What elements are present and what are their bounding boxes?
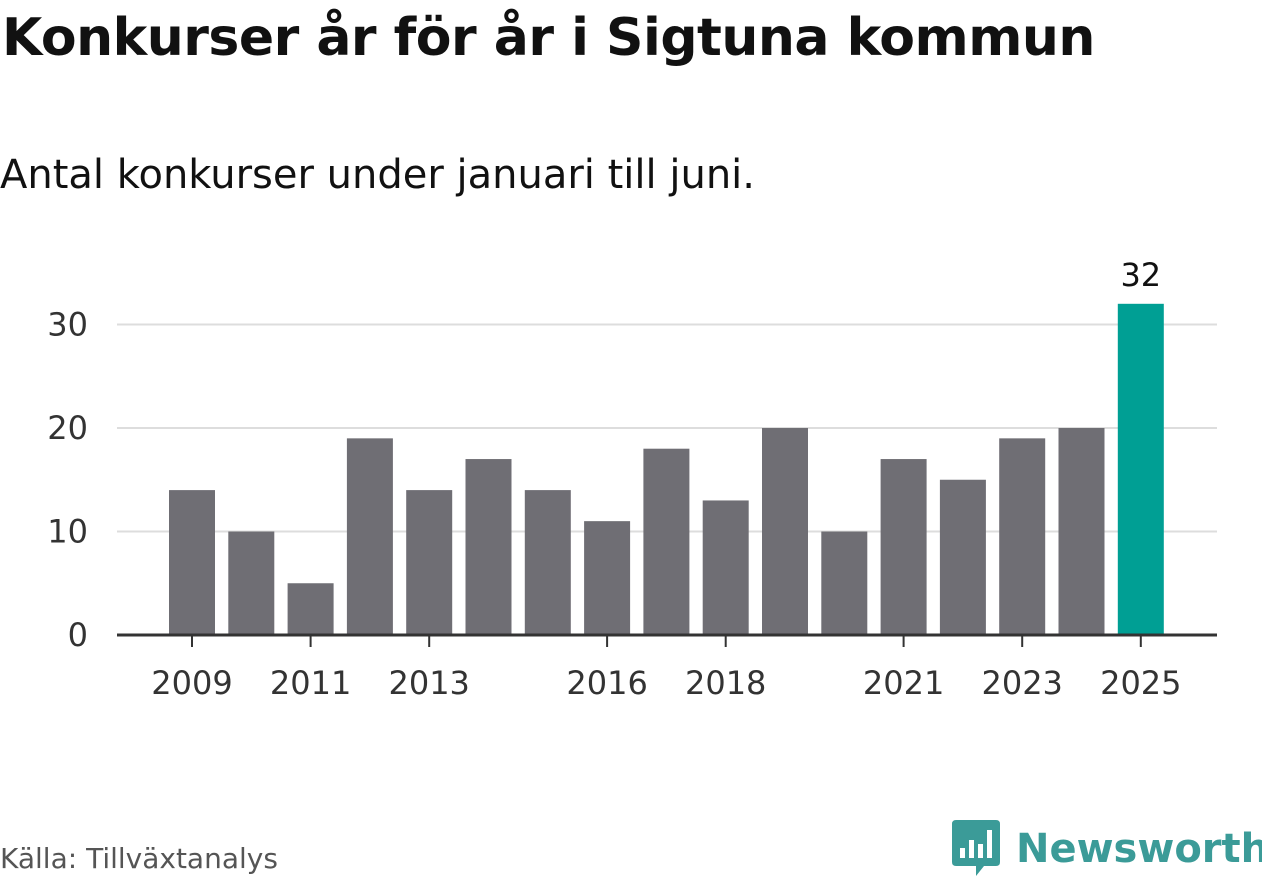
bar-2013	[406, 490, 453, 635]
chart-subtitle: Antal konkurser under januari till juni.	[0, 152, 755, 198]
newsworthy-logo-icon	[952, 820, 1000, 876]
bar-2020	[821, 531, 868, 635]
bar-2025	[1117, 303, 1164, 635]
bar-2011	[287, 583, 334, 635]
bar-2022	[939, 479, 986, 635]
x-tick-label: 2023	[981, 664, 1062, 702]
bars	[169, 303, 1164, 635]
bar-2017	[643, 448, 690, 635]
x-axis	[117, 633, 1217, 647]
bar-2010	[228, 531, 275, 635]
bar-2016	[584, 521, 631, 635]
bar-2012	[346, 438, 393, 635]
brand: Newsworthy	[950, 818, 1262, 880]
bar-2021	[880, 459, 927, 635]
x-tick-label: 2009	[151, 664, 232, 702]
x-tick-label: 2011	[270, 664, 351, 702]
x-tick-label: 2018	[685, 664, 766, 702]
labels: 0 10 20 30 2009 2011 2013 2016 2018 2021 2023 2025 3…	[47, 256, 1181, 702]
bar-2014	[465, 459, 512, 635]
bar-2019	[762, 428, 808, 635]
x-tick-label: 2021	[863, 664, 944, 702]
bar-2024	[1058, 428, 1105, 635]
y-tick-label: 30	[47, 306, 88, 344]
data-label-2025: 32	[1120, 256, 1161, 294]
x-tick-label: 2013	[388, 664, 469, 702]
bar-2018	[702, 500, 749, 635]
bar-2015	[524, 490, 571, 635]
y-tick-label: 0	[68, 616, 88, 654]
y-tick-label: 20	[47, 409, 88, 447]
x-tick-label: 2025	[1100, 664, 1181, 702]
brand-name: Newsworthy	[1016, 826, 1262, 872]
y-tick-label: 10	[47, 513, 88, 551]
x-tick-label: 2016	[566, 664, 647, 702]
bar-2009	[169, 490, 215, 635]
source-note: Källa: Tillväxtanalys	[0, 842, 278, 875]
bar-2023	[999, 438, 1046, 635]
chart-title: Konkurser år för år i Sigtuna kommun	[2, 8, 1095, 68]
